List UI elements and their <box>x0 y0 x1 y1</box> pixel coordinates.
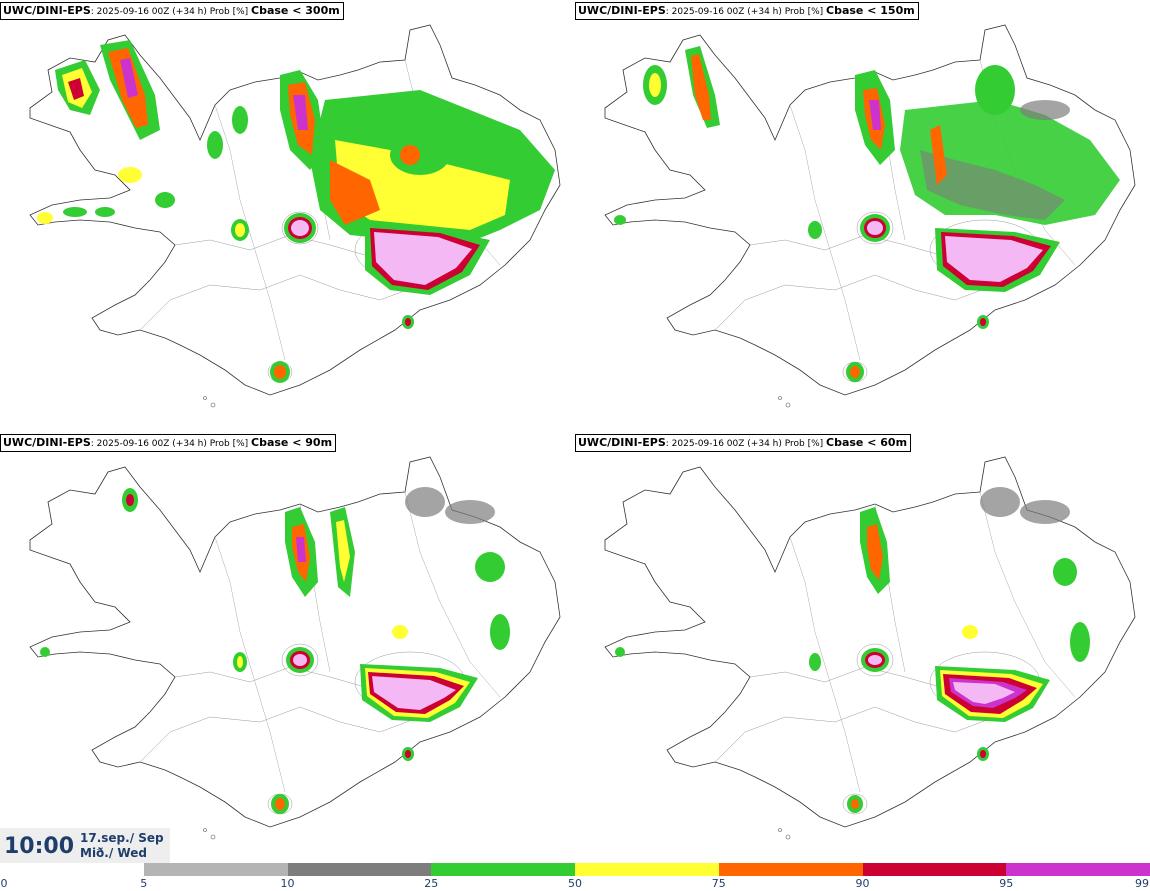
model-name: UWC/DINI-EPS <box>578 436 666 449</box>
threshold-label: Cbase < 150m <box>826 4 915 17</box>
map-panel-150m: UWC/DINI-EPS: 2025-09-16 00Z (+34 h) Pro… <box>575 0 1150 430</box>
colorbar-tick-label: 0 <box>0 877 8 890</box>
colorbar-tick-label: 95 <box>999 877 1014 890</box>
run-info: : 2025-09-16 00Z (+34 h) Prob [%] <box>90 7 252 17</box>
colorbar-segment <box>0 863 144 876</box>
colorbar: 0 5 10 25 50 75 90 95 99 <box>0 863 1150 891</box>
colorbar-segment <box>718 863 863 876</box>
map-panel-90m: UWC/DINI-EPS: 2025-09-16 00Z (+34 h) Pro… <box>0 432 575 862</box>
colorbar-tick-label: 25 <box>424 877 439 890</box>
probability-field <box>614 46 1120 382</box>
colorbar-segment <box>287 863 432 876</box>
colorbar-tick-label: 10 <box>280 877 295 890</box>
panel-title: UWC/DINI-EPS: 2025-09-16 00Z (+34 h) Pro… <box>575 434 912 452</box>
valid-date: 17.sep./ Sep <box>80 831 164 845</box>
map-canvas <box>29 456 561 840</box>
colorbar-tick-label: 99 <box>1135 877 1149 890</box>
colorbar-segment <box>575 863 719 876</box>
panel-title: UWC/DINI-EPS: 2025-09-16 00Z (+34 h) Pro… <box>0 434 337 452</box>
colorbar-segment <box>431 863 575 876</box>
colorbar-tick-label: 5 <box>140 877 148 890</box>
colorbar-tick-label: 90 <box>855 877 870 890</box>
run-info: : 2025-09-16 00Z (+34 h) Prob [%] <box>665 7 827 17</box>
map-canvas <box>604 456 1136 840</box>
threshold-label: Cbase < 60m <box>826 436 908 449</box>
colorbar-segment <box>862 863 1007 876</box>
threshold-label: Cbase < 300m <box>251 4 340 17</box>
model-name: UWC/DINI-EPS <box>3 4 91 17</box>
threshold-label: Cbase < 90m <box>251 436 333 449</box>
panel-title: UWC/DINI-EPS: 2025-09-16 00Z (+34 h) Pro… <box>575 2 919 20</box>
run-info: : 2025-09-16 00Z (+34 h) Prob [%] <box>90 439 252 449</box>
colorbar-tick-label: 75 <box>711 877 726 890</box>
colorbar-tick-label: 50 <box>568 877 582 890</box>
colorbar-segment <box>143 863 288 876</box>
map-canvas <box>604 24 1136 408</box>
map-panel-60m: UWC/DINI-EPS: 2025-09-16 00Z (+34 h) Pro… <box>575 432 1150 862</box>
probability-field <box>615 487 1090 813</box>
valid-time: 10:00 <box>4 834 75 859</box>
map-panel-300m: UWC/DINI-EPS: 2025-09-16 00Z (+34 h) Pro… <box>0 0 575 430</box>
map-canvas <box>29 24 561 408</box>
run-info: : 2025-09-16 00Z (+34 h) Prob [%] <box>665 439 827 449</box>
panel-title: UWC/DINI-EPS: 2025-09-16 00Z (+34 h) Pro… <box>0 2 344 20</box>
model-name: UWC/DINI-EPS <box>578 4 666 17</box>
valid-time-box: 10:00 17.sep./ Sep Mið./ Wed <box>0 828 170 864</box>
colorbar-segment <box>1006 863 1150 876</box>
model-name: UWC/DINI-EPS <box>3 436 91 449</box>
probability-field <box>37 40 555 383</box>
valid-weekday: Mið./ Wed <box>80 846 147 860</box>
probability-field <box>40 487 510 814</box>
